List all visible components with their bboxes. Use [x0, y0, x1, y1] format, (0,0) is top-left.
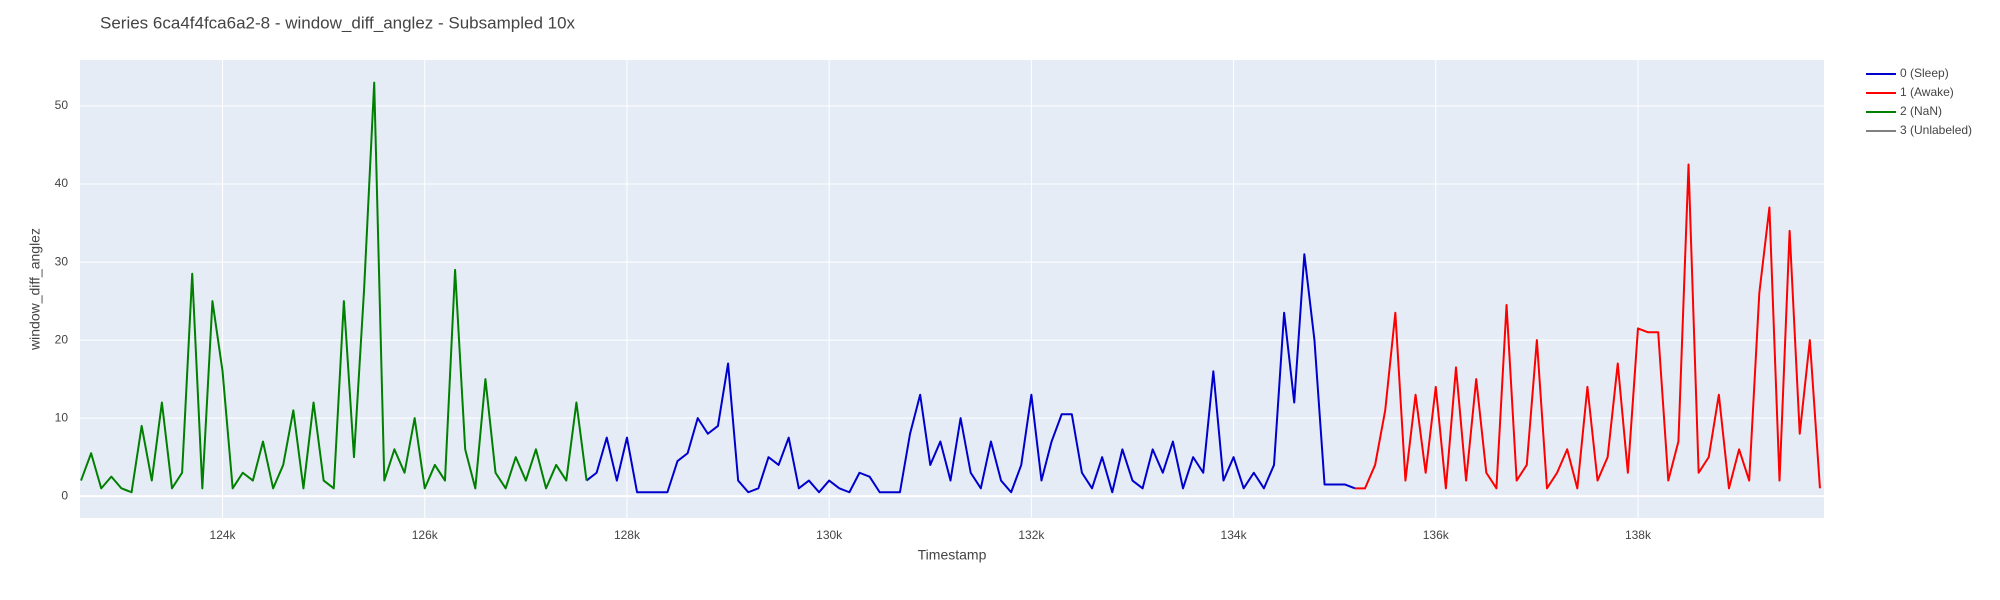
series-line: [80, 81, 588, 494]
x-tick-label: 134k: [1221, 528, 1248, 542]
legend-label: 1 (Awake): [1900, 85, 1954, 99]
x-tick-label: 132k: [1018, 528, 1045, 542]
plot-background: [80, 60, 1824, 518]
y-tick-label: 20: [55, 332, 69, 346]
x-tick-label: 138k: [1625, 528, 1652, 542]
legend-label: 3 (Unlabeled): [1900, 123, 1972, 137]
x-tick-label: 128k: [614, 528, 641, 542]
legend-label: 0 (Sleep): [1900, 66, 1949, 80]
y-axis-title: window_diff_anglez: [27, 228, 43, 351]
series-line: [585, 253, 1356, 494]
x-tick-label: 126k: [412, 528, 439, 542]
x-tick-label: 130k: [816, 528, 843, 542]
series-line: [1354, 163, 1821, 490]
y-tick-label: 30: [55, 254, 69, 268]
x-tick-label: 136k: [1423, 528, 1450, 542]
x-tick-label: 124k: [210, 528, 237, 542]
y-tick-label: 40: [55, 176, 69, 190]
y-tick-label: 10: [55, 410, 69, 424]
y-tick-label: 0: [61, 488, 68, 502]
x-axis-title: Timestamp: [918, 547, 987, 563]
legend-label: 2 (NaN): [1900, 104, 1942, 118]
y-tick-label: 50: [55, 98, 69, 112]
chart-title: Series 6ca4f4fca6a2-8 - window_diff_angl…: [100, 13, 576, 32]
